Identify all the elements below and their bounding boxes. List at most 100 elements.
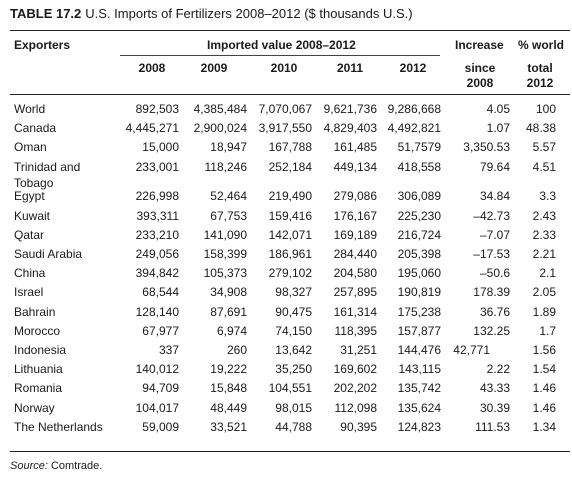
cell-v2008: 68,544 [142,285,179,300]
top-rule [10,30,570,31]
cell-v2010: 219,490 [268,189,312,204]
cell-v2009: 118,246 [204,159,248,174]
cell-v2010: 167,788 [268,140,312,155]
cell-inc: 34.84 [479,189,510,204]
cell-pct: 2.33 [532,227,556,242]
cell-v2008: 67,977 [142,323,179,338]
cell-inc: 4.05 [486,102,510,116]
cell-v2010: 142,071 [268,227,312,242]
cell-v2010: 159,416 [268,208,312,223]
cell-inc: –17.53 [473,246,510,261]
cell-v2008: 892,503 [135,102,179,116]
exporter-name: Indonesia [14,342,67,357]
cell-v2011: 4,829,403 [323,121,377,136]
cell-v2008: 104,017 [135,400,179,415]
cell-v2008: 226,998 [135,189,179,204]
exporter-name: Saudi Arabia [14,246,83,261]
cell-pct: 1.46 [532,381,556,396]
cell-v2009: 15,848 [210,381,247,396]
cell-v2008: 4,445,271 [125,121,179,136]
header-rule [10,94,570,95]
cell-inc: 2.22 [486,362,510,377]
cell-v2009: 67,753 [210,208,247,223]
cell-v2011: 257,895 [333,285,377,300]
cell-v2009: 52,464 [210,189,247,204]
exporter-name: Morocco [14,323,61,338]
cell-v2012: 9,286,668 [387,102,441,116]
span-rule [120,55,440,56]
cell-v2009: 33,521 [210,419,247,434]
header-year-2009: 2009 [200,61,228,75]
cell-v2008: 94,709 [142,381,179,396]
header-total: total [527,61,553,75]
cell-v2009: 48,449 [210,400,247,415]
cell-inc: –7.07 [479,227,510,242]
exporter-name: Israel [14,285,44,300]
cell-v2012: 157,877 [397,323,441,338]
exporter-name: Kuwait [14,208,51,223]
source-note: Source: Comtrade. [10,460,102,472]
exporter-name: Norway [14,400,55,415]
cell-inc: 1.07 [486,121,510,136]
exporter-name: The Netherlands [14,419,103,434]
cell-v2011: 204,580 [333,266,377,281]
cell-v2010: 104,551 [268,381,312,396]
exporter-name: Qatar [14,227,45,242]
cell-pct: 3.3 [539,189,556,204]
bottom-rule [10,451,570,452]
header-total-year: 2012 [526,76,554,90]
cell-v2008: 140,012 [135,362,179,377]
exporter-name: China [14,266,46,281]
cell-v2012: 205,398 [397,246,441,261]
cell-v2010: 13,642 [275,342,312,357]
cell-v2012: 51,7579 [397,140,441,155]
cell-v2008: 393,311 [136,208,180,223]
header-year-2011: 2011 [336,61,364,75]
cell-v2012: 124,823 [397,419,441,434]
cell-inc: 3,350.53 [463,140,510,155]
cell-v2008: 233,001 [135,159,179,174]
cell-inc: –50.6 [479,266,510,281]
cell-inc: 178.39 [473,285,510,300]
header-increase: Increase [455,38,504,52]
cell-v2010: 35,250 [275,362,312,377]
cell-v2011: 90,395 [340,419,377,434]
cell-v2012: 135,742 [397,381,441,396]
cell-pct: 2.43 [532,208,556,223]
exporter-name: Egypt [14,189,45,204]
source-text: Comtrade. [50,460,103,472]
cell-v2011: 31,251 [340,342,377,357]
cell-v2010: 90,475 [275,304,312,319]
header-exporters: Exporters [14,38,71,52]
cell-v2010: 98,327 [275,285,312,300]
cell-v2011: 176,167 [333,208,377,223]
cell-v2012: 418,558 [397,159,441,174]
cell-v2009: 105,373 [203,266,247,281]
cell-v2009: 34,908 [210,285,247,300]
cell-v2010: 44,788 [275,419,312,434]
cell-v2011: 118,395 [334,323,378,338]
header-pct-world: % world [518,38,565,52]
cell-v2012: 175,238 [397,304,441,319]
cell-inc: 111.53 [475,419,510,434]
cell-v2010: 98,015 [275,400,312,415]
cell-v2008: 249,056 [135,246,179,261]
cell-v2012: 306,089 [397,189,441,204]
cell-v2012: 144,476 [397,342,441,357]
exporter-name: Canada [14,121,57,136]
cell-v2010: 3,917,550 [258,121,312,136]
cell-v2009: 260 [226,342,247,357]
source-label: Source: [10,460,48,472]
cell-v2012: 195,060 [397,266,441,281]
cell-v2010: 252,184 [268,159,312,174]
cell-pct: 100 [535,102,556,116]
header-year-2008: 2008 [138,61,166,75]
cell-v2011: 9,621,736 [323,102,377,116]
cell-inc: 79.64 [479,159,510,174]
cell-v2011: 169,189 [333,227,377,242]
cell-v2009: 2,900,024 [193,121,247,136]
header-year-2012: 2012 [399,61,427,75]
cell-v2011: 112,098 [334,400,378,415]
exporter-name: Trinidad and [14,159,81,174]
cell-v2010: 279,102 [268,266,312,281]
